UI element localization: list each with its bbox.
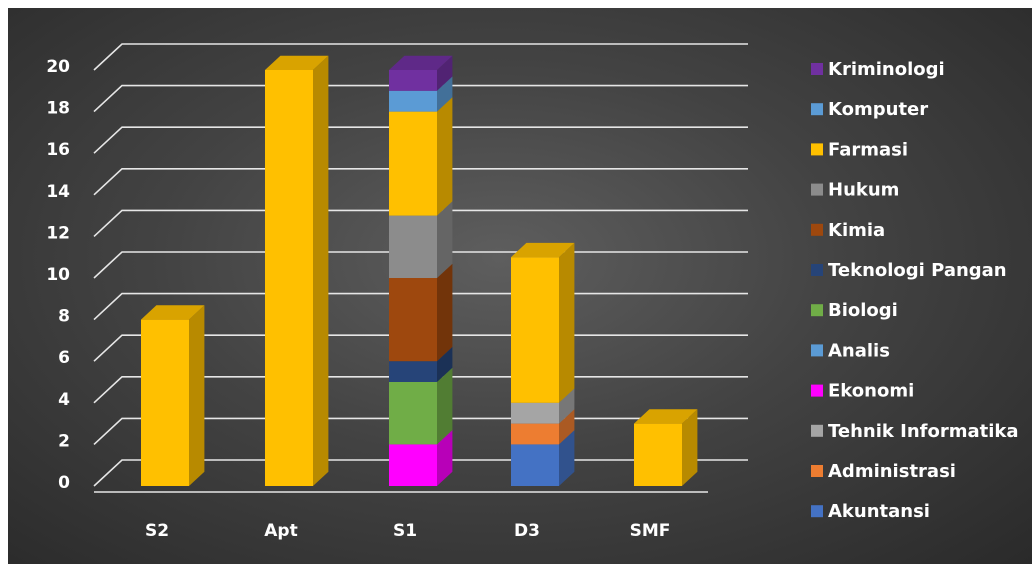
legend-swatch xyxy=(811,304,823,317)
legend-swatch xyxy=(811,143,823,156)
legend-item: Kimia xyxy=(811,220,885,241)
legend-item: Teknologi Pangan xyxy=(811,260,1007,281)
bar-segment-smf-farmasi xyxy=(634,409,698,486)
bar-segment-s1-hukum xyxy=(389,201,453,278)
legend-label: Farmasi xyxy=(828,139,908,160)
y-tick-label: 4 xyxy=(58,390,70,410)
legend: Kriminologi Komputer Farmasi Hukum Kimia Tekn… xyxy=(811,59,1019,522)
y-tick-label: 14 xyxy=(46,182,70,202)
bars xyxy=(141,55,698,486)
legend-label: Teknologi Pangan xyxy=(828,260,1007,281)
legend-item: Farmasi xyxy=(811,139,908,160)
legend-swatch xyxy=(811,424,823,437)
gridline xyxy=(93,209,748,237)
gridline xyxy=(93,126,748,154)
x-tick-label: D3 xyxy=(514,521,540,541)
legend-swatch xyxy=(811,183,823,196)
y-tick-label: 16 xyxy=(46,140,70,160)
legend-swatch xyxy=(811,384,823,397)
legend-swatch xyxy=(811,103,823,116)
y-tick-label: 0 xyxy=(58,473,70,493)
gridline xyxy=(93,168,748,196)
legend-label: Analis xyxy=(828,340,890,361)
legend-label: Kriminologi xyxy=(828,59,945,80)
y-tick-label: 18 xyxy=(46,99,70,119)
y-tick-label: 8 xyxy=(58,307,70,327)
gridline xyxy=(93,43,748,71)
legend-item: Komputer xyxy=(811,99,928,120)
legend-swatch xyxy=(811,505,823,518)
x-tick-label: S2 xyxy=(145,521,169,541)
legend-label: Biologi xyxy=(828,300,898,321)
y-axis-ticks: 0 2 4 6 8 10 12 14 16 18 20 xyxy=(46,57,70,493)
legend-item: Administrasi xyxy=(811,461,956,482)
y-tick-label: 10 xyxy=(46,265,70,285)
x-tick-label: Apt xyxy=(264,521,297,541)
legend-item: Analis xyxy=(811,340,890,361)
legend-label: Kimia xyxy=(828,220,885,241)
y-tick-label: 6 xyxy=(58,348,70,368)
x-axis-ticks: S2 Apt S1 D3 SMF xyxy=(145,521,670,541)
legend-swatch xyxy=(811,223,823,236)
y-tick-label: 2 xyxy=(58,431,70,451)
bar-segment-d3-farmasi xyxy=(511,242,575,403)
bar-segment-s1-kriminologi xyxy=(389,55,453,91)
legend-swatch xyxy=(811,63,823,75)
legend-swatch xyxy=(811,264,823,276)
x-tick-label: SMF xyxy=(630,521,671,541)
legend-label: Akuntansi xyxy=(828,501,930,522)
bar-segment-apt-farmasi xyxy=(265,55,329,486)
legend-item: Akuntansi xyxy=(811,501,930,522)
legend-label: Ekonomi xyxy=(828,381,914,402)
legend-label: Komputer xyxy=(828,99,928,120)
legend-item: Ekonomi xyxy=(811,381,914,402)
legend-item: Tehnik Informatika xyxy=(811,421,1019,442)
legend-item: Kriminologi xyxy=(811,59,945,80)
x-tick-label: S1 xyxy=(393,521,417,541)
legend-label: Administrasi xyxy=(828,461,956,482)
gridlines xyxy=(93,43,748,493)
legend-label: Hukum xyxy=(828,180,899,201)
legend-item: Hukum xyxy=(811,180,899,201)
bar-segment-s1-kimia xyxy=(389,263,453,362)
y-tick-label: 12 xyxy=(46,223,70,243)
bar-segment-s1-farmasi xyxy=(389,97,453,216)
bar-segment-s2-farmasi xyxy=(141,305,205,486)
legend-item: Biologi xyxy=(811,300,898,321)
legend-swatch xyxy=(811,344,823,357)
gridline xyxy=(93,84,748,113)
y-tick-label: 20 xyxy=(46,57,70,77)
legend-swatch xyxy=(811,465,823,477)
legend-label: Tehnik Informatika xyxy=(828,421,1019,442)
